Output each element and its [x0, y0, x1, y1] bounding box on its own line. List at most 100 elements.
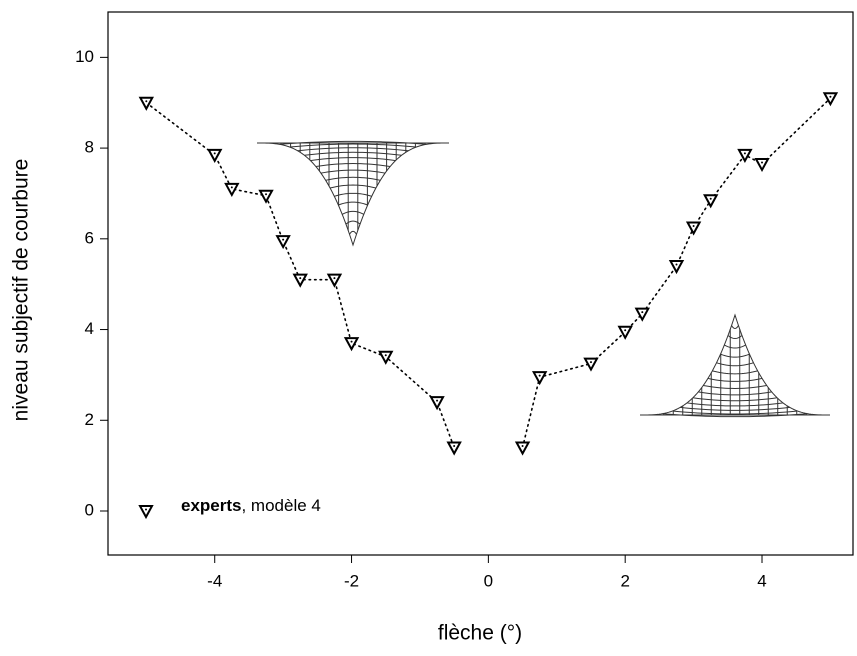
x-tick-label: 0	[484, 571, 493, 590]
mesh-line	[338, 201, 368, 206]
marker-dot	[589, 361, 592, 364]
marker-dot	[213, 152, 216, 155]
mesh-line	[724, 344, 746, 349]
marker-dot	[230, 186, 233, 189]
mesh-line	[703, 384, 767, 389]
marker-shape	[634, 307, 650, 322]
mesh-line	[672, 410, 798, 415]
x-axis-title: flèche (°)	[438, 622, 522, 645]
marker-shape	[378, 350, 394, 365]
mesh-line	[349, 230, 357, 235]
marker-dot	[624, 329, 627, 332]
marker-shape	[275, 235, 291, 250]
marker-shape	[224, 182, 240, 198]
marker-dot	[692, 224, 695, 227]
marker-dot	[333, 277, 336, 280]
marker	[634, 307, 650, 322]
mesh-line	[662, 413, 808, 418]
marker-dot	[761, 161, 764, 164]
marker	[617, 325, 633, 340]
legend-label-rest: , modèle 4	[241, 496, 320, 515]
marker-dot	[641, 311, 644, 314]
marker-dot	[743, 152, 746, 155]
marker-dot	[350, 340, 353, 343]
mesh-line	[680, 406, 790, 411]
marker-shape	[668, 260, 685, 275]
mesh-line	[692, 397, 778, 402]
marker	[429, 396, 445, 411]
y-tick-label: 0	[85, 500, 94, 519]
marker	[275, 235, 291, 250]
marker-shape	[429, 396, 445, 411]
mesh-line	[341, 210, 365, 215]
legend-label-bold: experts	[181, 496, 241, 515]
mesh-line	[279, 140, 427, 145]
mesh-line	[707, 377, 763, 382]
y-axis-title: niveau subjectif de courbure	[10, 159, 33, 422]
mesh-line	[334, 192, 372, 197]
marker	[446, 441, 462, 456]
y-tick-label: 8	[85, 138, 94, 157]
mesh-line	[325, 176, 381, 181]
mesh-line	[304, 151, 402, 156]
marker	[343, 337, 360, 352]
marker-dot	[538, 374, 541, 377]
marker-shape	[531, 371, 548, 386]
mesh-line	[329, 184, 377, 189]
mesh-line	[727, 335, 743, 339]
marker-dot	[436, 399, 439, 402]
mesh-line	[716, 362, 754, 367]
marker	[378, 350, 394, 365]
marker-shape	[583, 357, 599, 372]
marker-shape	[822, 92, 839, 107]
mesh-line	[720, 353, 750, 358]
marker-dot	[282, 238, 285, 241]
marker-dot	[145, 508, 147, 511]
marker	[292, 273, 308, 288]
marker	[668, 260, 685, 275]
marker	[737, 148, 753, 163]
marker	[207, 148, 223, 163]
marker	[583, 357, 599, 372]
marker	[703, 194, 719, 209]
marker-shape	[754, 157, 770, 173]
marker	[258, 189, 274, 204]
y-tick-label: 6	[85, 228, 94, 247]
marker	[326, 273, 343, 288]
marker-dot	[453, 444, 456, 447]
mesh-outline	[639, 313, 831, 416]
marker-shape	[343, 337, 360, 352]
marker-shape	[326, 273, 343, 288]
mesh-outline	[256, 142, 450, 247]
marker-dot	[709, 197, 712, 200]
marker-shape	[138, 96, 154, 111]
x-tick-label: 4	[757, 571, 766, 590]
mesh-line	[320, 169, 386, 174]
marker-shape	[207, 148, 223, 163]
mesh-line	[731, 325, 739, 329]
marker	[514, 441, 531, 456]
x-tick-label: 2	[620, 571, 629, 590]
marker-shape	[703, 194, 719, 209]
marker-shape	[685, 221, 702, 236]
marker-dot	[521, 444, 524, 447]
mesh-line	[315, 163, 391, 168]
y-tick-label: 10	[75, 47, 94, 66]
mesh-line	[686, 402, 784, 407]
mesh-line	[345, 220, 361, 225]
marker-shape	[617, 325, 633, 340]
marker-dot	[675, 263, 678, 266]
mesh-line	[698, 391, 772, 396]
marker-dot	[384, 354, 387, 357]
mesh-line	[310, 157, 396, 162]
x-tick-label: -4	[207, 571, 222, 590]
marker-shape	[138, 505, 154, 520]
marker	[822, 92, 839, 107]
plot-frame	[107, 11, 854, 556]
marker-shape	[446, 441, 462, 456]
marker-dot	[829, 95, 832, 98]
marker-shape	[737, 148, 753, 163]
mesh-line	[289, 143, 417, 148]
mesh-line	[297, 147, 409, 152]
